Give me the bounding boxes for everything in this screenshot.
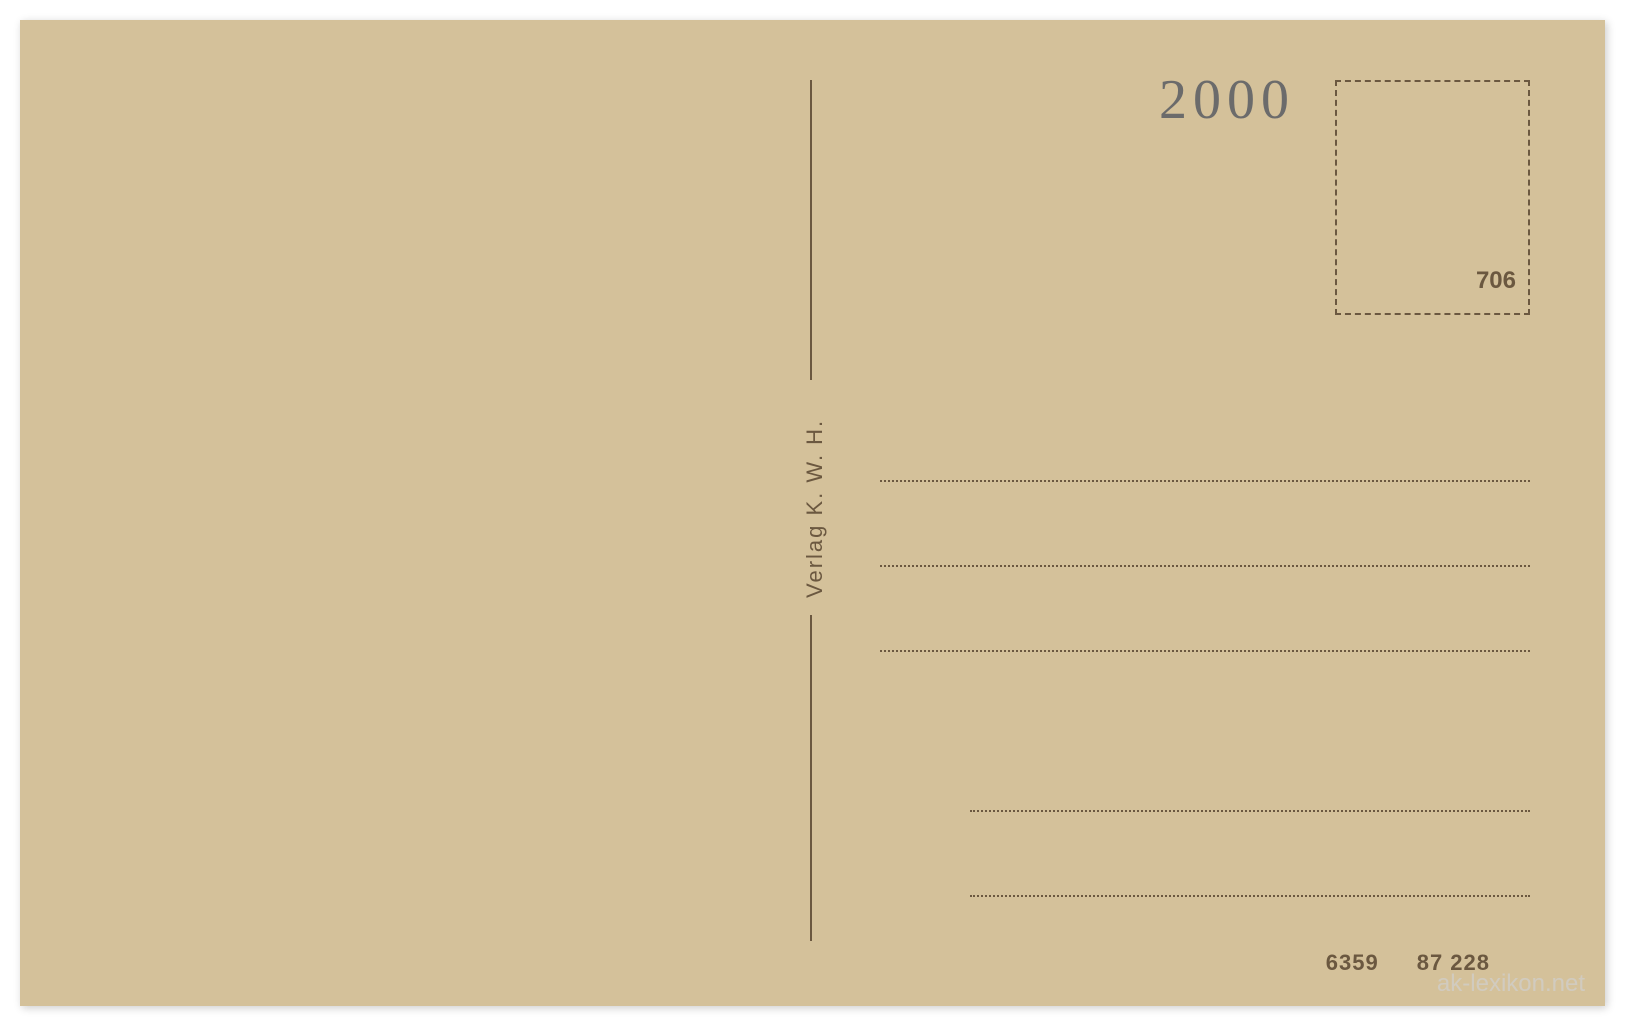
postcard-back: 2000 706 Verlag K. W. H. 635987 228 ak-l… (20, 20, 1605, 1006)
stamp-placeholder-box: 706 (1335, 80, 1530, 315)
address-line-4 (970, 810, 1530, 812)
handwritten-annotation: 2000 (1159, 68, 1295, 132)
address-line-5 (970, 895, 1530, 897)
source-watermark: ak-lexikon.net (1437, 970, 1585, 998)
address-line-1 (880, 480, 1530, 482)
serial-number-1: 6359 (1326, 950, 1379, 975)
center-divider-bottom (810, 615, 812, 941)
address-line-3 (880, 650, 1530, 652)
stamp-box-number: 706 (1476, 267, 1516, 295)
publisher-imprint: Verlag K. W. H. (802, 398, 828, 598)
center-divider-top (810, 80, 812, 380)
address-line-2 (880, 565, 1530, 567)
